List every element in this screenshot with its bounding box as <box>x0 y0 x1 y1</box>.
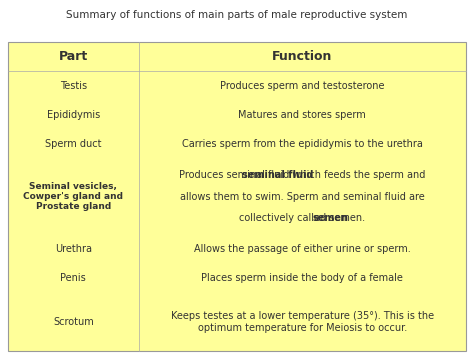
Text: Scrotum: Scrotum <box>53 317 94 327</box>
Text: seminal fluid: seminal fluid <box>242 170 313 180</box>
Text: Places sperm inside the body of a female: Places sperm inside the body of a female <box>201 273 403 283</box>
Text: Function: Function <box>272 50 332 63</box>
Text: Produces seminal fluid which feeds the sperm and: Produces seminal fluid which feeds the s… <box>179 170 426 180</box>
Text: Allows the passage of either urine or sperm.: Allows the passage of either urine or sp… <box>194 244 410 254</box>
Text: Summary of functions of main parts of male reproductive system: Summary of functions of main parts of ma… <box>66 10 408 20</box>
FancyBboxPatch shape <box>8 42 466 351</box>
Text: Seminal vesicles,
Cowper's gland and
Prostate gland: Seminal vesicles, Cowper's gland and Pro… <box>23 182 123 211</box>
Text: Testis: Testis <box>60 81 87 91</box>
Text: Produces sperm and testosterone: Produces sperm and testosterone <box>220 81 384 91</box>
Text: Keeps testes at a lower temperature (35°). This is the
optimum temperature for M: Keeps testes at a lower temperature (35°… <box>171 311 434 333</box>
Text: collectively called semen.: collectively called semen. <box>239 213 365 223</box>
Text: allows them to swim. Sperm and seminal fluid are: allows them to swim. Sperm and seminal f… <box>180 191 425 202</box>
Text: Carries sperm from the epididymis to the urethra: Carries sperm from the epididymis to the… <box>182 139 423 149</box>
Text: Matures and stores sperm: Matures and stores sperm <box>238 110 366 120</box>
Text: Part: Part <box>59 50 88 63</box>
Text: Penis: Penis <box>60 273 86 283</box>
Text: semen: semen <box>312 213 348 223</box>
Text: Epididymis: Epididymis <box>46 110 100 120</box>
Text: Urethra: Urethra <box>55 244 92 254</box>
Text: Sperm duct: Sperm duct <box>45 139 101 149</box>
